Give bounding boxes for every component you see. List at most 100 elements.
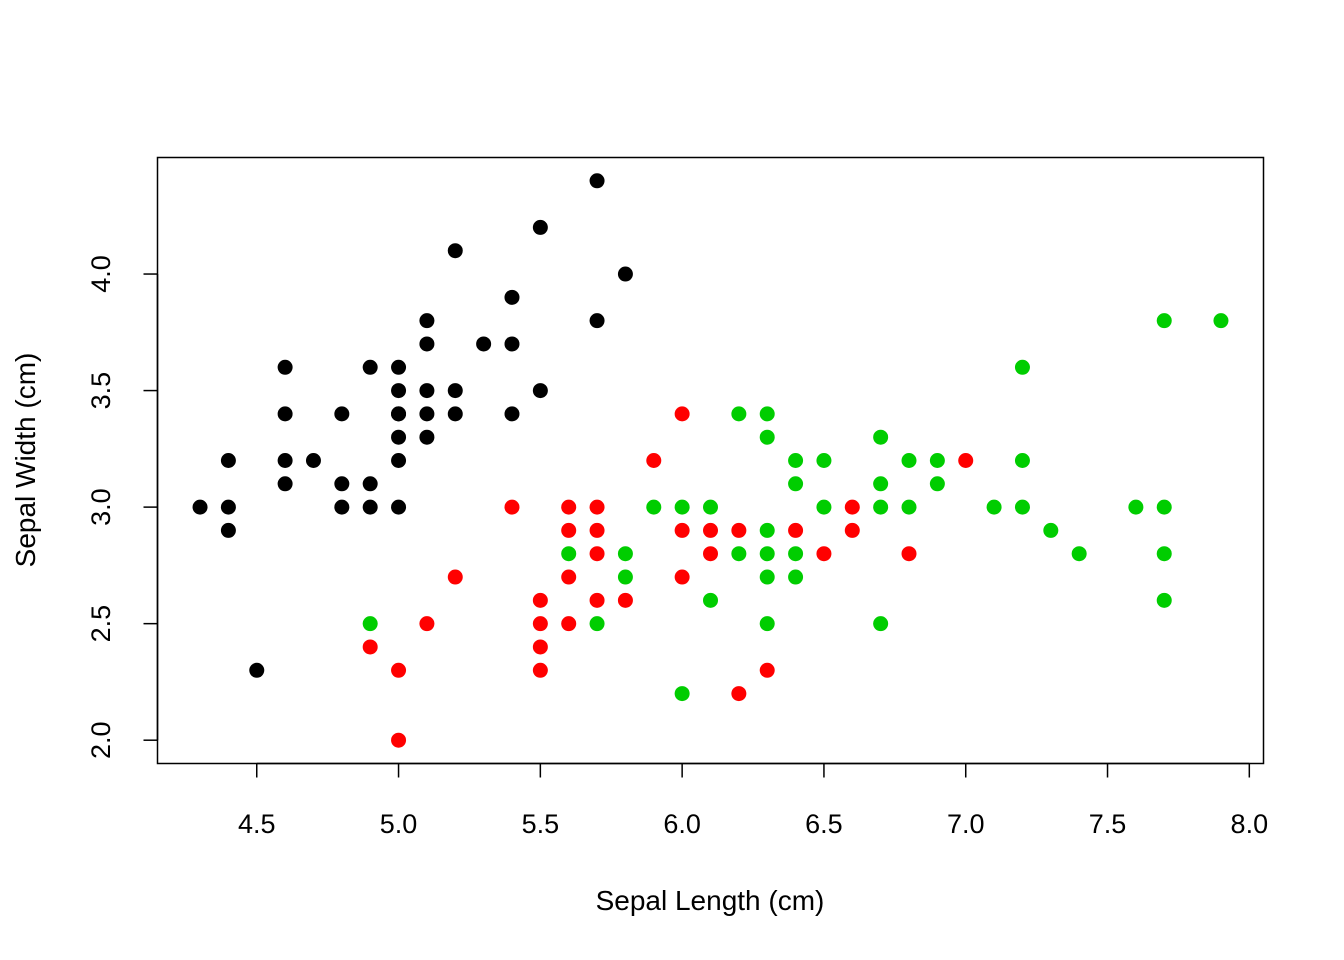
data-point: [788, 476, 804, 492]
data-point: [249, 662, 265, 678]
x-tick-label: 5.0: [380, 809, 418, 839]
data-point: [277, 453, 293, 468]
data-point: [788, 546, 804, 562]
data-point: [674, 686, 690, 702]
data-point: [646, 453, 662, 468]
data-point: [561, 569, 577, 585]
data-point: [617, 546, 633, 562]
data-point: [1071, 546, 1087, 562]
data-point: [532, 592, 548, 608]
x-tick-label: 6.5: [805, 809, 843, 839]
data-point: [334, 476, 350, 492]
y-axis-label: Sepal Width (cm): [10, 353, 41, 568]
data-point: [703, 499, 718, 515]
data-point: [532, 639, 548, 655]
data-point: [561, 499, 577, 515]
data-point: [532, 616, 548, 632]
data-point: [646, 499, 662, 515]
data-point: [589, 592, 605, 608]
data-point: [589, 313, 605, 329]
data-point: [419, 336, 435, 352]
data-point: [476, 336, 492, 352]
data-point: [674, 522, 690, 538]
data-point: [220, 522, 236, 538]
data-point: [703, 592, 718, 608]
data-point: [929, 453, 945, 468]
data-point: [391, 429, 407, 445]
data-point: [873, 616, 889, 632]
data-point: [816, 453, 832, 468]
data-point: [816, 499, 832, 515]
data-point: [334, 406, 350, 422]
data-point: [617, 569, 633, 585]
data-point: [759, 546, 775, 562]
data-point: [674, 569, 690, 585]
x-axis-label: Sepal Length (cm): [596, 885, 825, 916]
data-point: [1156, 499, 1172, 515]
data-point: [1156, 592, 1172, 608]
data-point: [844, 499, 860, 515]
y-tick-label: 2.5: [86, 605, 116, 643]
data-point: [788, 569, 804, 585]
data-point: [277, 359, 293, 375]
data-point: [391, 499, 407, 515]
data-point: [589, 173, 605, 189]
data-point: [816, 546, 832, 562]
data-point: [362, 476, 378, 492]
x-tick-label: 5.5: [522, 809, 560, 839]
data-point: [504, 289, 520, 305]
data-point: [788, 522, 804, 538]
data-point: [617, 592, 633, 608]
data-point: [391, 732, 407, 748]
data-point: [561, 616, 577, 632]
data-point: [1128, 499, 1144, 515]
data-point: [447, 406, 463, 422]
data-point: [759, 429, 775, 445]
data-point: [561, 546, 577, 562]
data-point: [305, 453, 321, 468]
data-point: [391, 383, 407, 399]
data-point: [703, 522, 718, 538]
data-point: [617, 266, 633, 282]
data-point: [1014, 453, 1030, 468]
data-point: [561, 522, 577, 538]
data-point: [873, 499, 889, 515]
data-point: [788, 453, 804, 468]
data-point: [220, 499, 236, 515]
data-point: [334, 499, 350, 515]
data-point: [532, 383, 548, 399]
data-point: [901, 546, 917, 562]
data-point: [447, 243, 463, 259]
data-point: [844, 522, 860, 538]
data-point: [447, 569, 463, 585]
data-point: [277, 476, 293, 492]
data-point: [504, 406, 520, 422]
y-tick-label: 3.0: [86, 488, 116, 526]
x-axis: 4.5 5.0 5.5 6.0 6.5 7.0 7.5 8.0: [238, 762, 1268, 839]
data-point: [362, 499, 378, 515]
data-point: [873, 429, 889, 445]
data-point: [589, 616, 605, 632]
data-points: [192, 173, 1229, 748]
data-point: [532, 219, 548, 235]
data-point: [362, 616, 378, 632]
x-tick-label: 4.5: [238, 809, 276, 839]
data-point: [532, 662, 548, 678]
data-point: [731, 546, 747, 562]
data-point: [759, 616, 775, 632]
data-point: [759, 662, 775, 678]
data-point: [731, 522, 747, 538]
data-point: [391, 359, 407, 375]
data-point: [220, 453, 236, 468]
data-point: [589, 546, 605, 562]
data-point: [362, 359, 378, 375]
data-point: [759, 522, 775, 538]
data-point: [504, 336, 520, 352]
y-axis: 2.0 2.5 3.0 3.5 4.0: [86, 255, 159, 759]
data-point: [504, 499, 520, 515]
data-point: [419, 313, 435, 329]
data-point: [731, 406, 747, 422]
data-point: [1014, 499, 1030, 515]
